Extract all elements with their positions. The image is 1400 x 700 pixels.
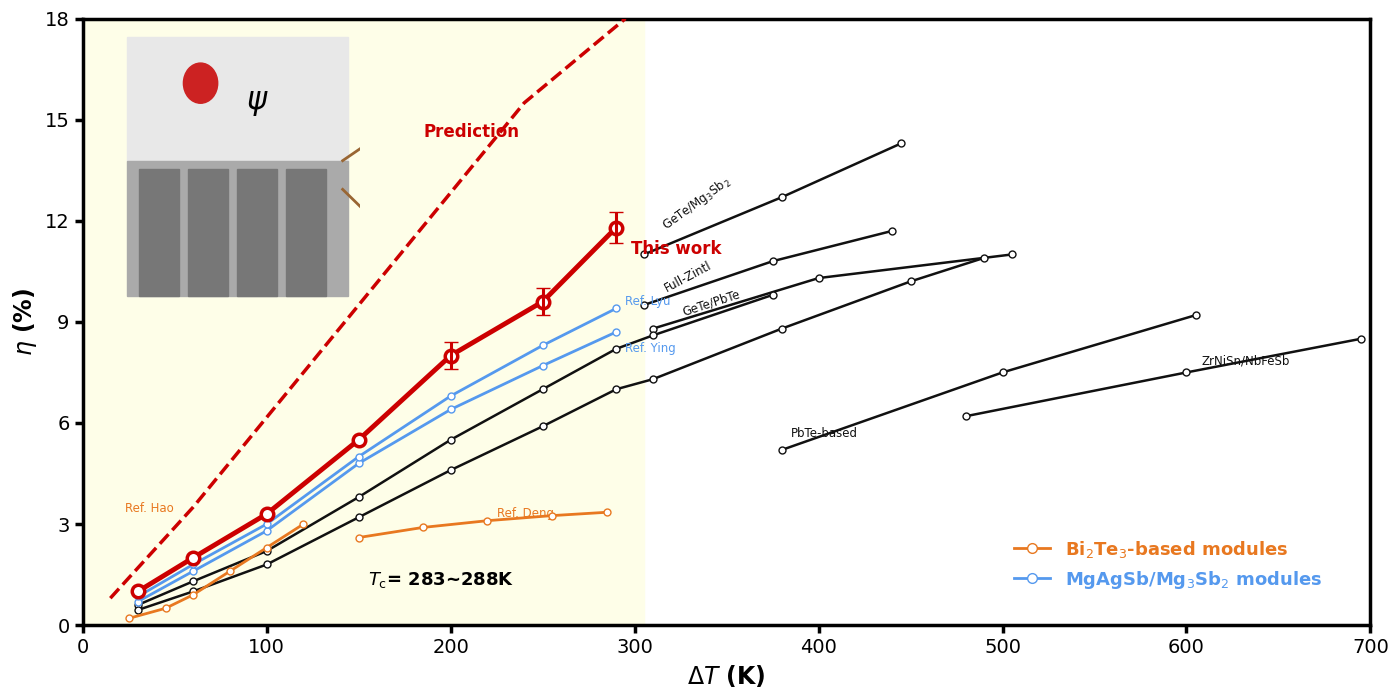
Bar (83, 19, 644, 625)
Text: Ref. Lyu: Ref. Lyu (626, 295, 671, 308)
Text: $\psi$: $\psi$ (245, 89, 269, 118)
Text: Prediction: Prediction (423, 122, 519, 141)
Text: This work: This work (631, 241, 721, 258)
Polygon shape (127, 160, 347, 295)
Text: Full-Zintl: Full-Zintl (662, 259, 714, 295)
X-axis label: $\Delta\mathit{T}$ (K): $\Delta\mathit{T}$ (K) (687, 663, 766, 689)
Polygon shape (238, 169, 277, 295)
Text: GeTe/Mg$_3$Sb$_{\,2}$: GeTe/Mg$_3$Sb$_{\,2}$ (658, 173, 734, 235)
Text: GeTe/PbTe: GeTe/PbTe (680, 288, 742, 318)
Polygon shape (127, 37, 347, 160)
Text: Ref. Deng: Ref. Deng (497, 508, 553, 520)
Text: PbTe-based: PbTe-based (791, 427, 858, 440)
Text: ZrNiSn/NbFeSb: ZrNiSn/NbFeSb (1201, 354, 1289, 368)
Polygon shape (287, 169, 325, 295)
Legend: Bi$_2$Te$_3$-based modules, MgAgSb/Mg$_3$Sb$_2$ modules: Bi$_2$Te$_3$-based modules, MgAgSb/Mg$_3… (1007, 531, 1329, 598)
Text: Ref. Ying: Ref. Ying (626, 342, 676, 355)
Circle shape (183, 63, 218, 104)
Polygon shape (140, 169, 179, 295)
Text: Ref. Hao: Ref. Hao (125, 503, 174, 515)
Y-axis label: $\mathit{\eta}$ (%): $\mathit{\eta}$ (%) (11, 288, 39, 356)
Text: $\mathit{T}_\mathrm{c}$= 283~288K: $\mathit{T}_\mathrm{c}$= 283~288K (368, 570, 515, 589)
Polygon shape (188, 169, 227, 295)
